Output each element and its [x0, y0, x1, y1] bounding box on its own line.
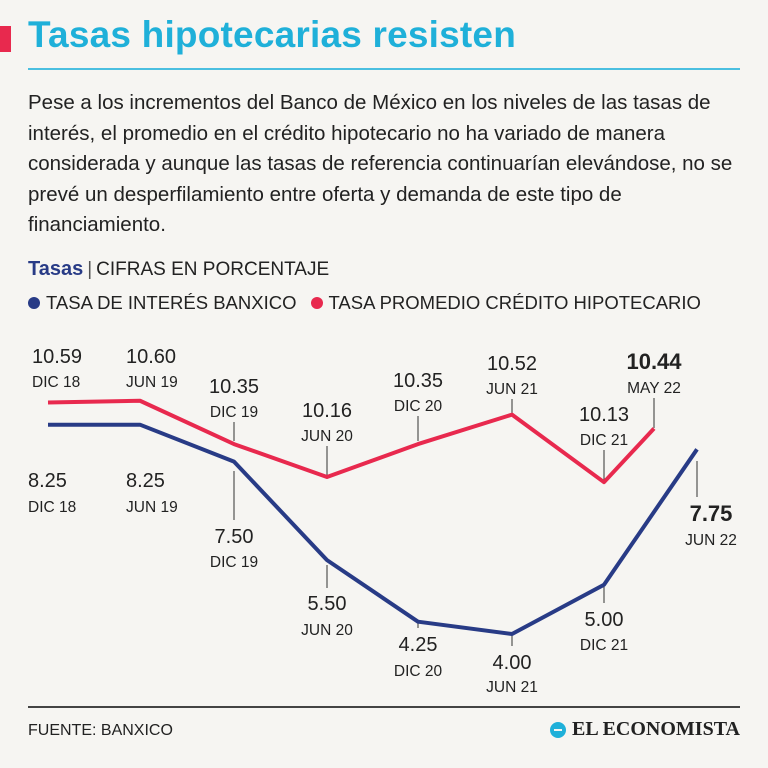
title-accent-bar [0, 26, 11, 52]
legend-dot-banxico-icon [28, 297, 40, 309]
value-label-banxico-1: 8.25 [126, 470, 165, 492]
chart-heading-unit: CIFRAS EN PORCENTAJE [96, 259, 330, 280]
value-label-banxico-2: 7.50 [215, 526, 254, 548]
legend-label-banxico: TASA DE INTERÉS BANXICO [46, 292, 297, 313]
date-label-hipotecario-2: DIC 19 [210, 404, 258, 421]
date-label-hipotecario-5: JUN 21 [486, 381, 538, 398]
value-label-hipotecario-4: 10.35 [393, 370, 443, 392]
brand-mark-icon [550, 721, 566, 738]
date-label-hipotecario-0: DIC 18 [32, 374, 80, 391]
date-label-banxico-4: DIC 20 [394, 663, 443, 680]
date-label-banxico-0: DIC 18 [28, 499, 76, 516]
legend-item-banxico: TASA DE INTERÉS BANXICO [28, 292, 297, 314]
line-hipotecario [47, 398, 656, 485]
date-label-hipotecario-3: JUN 20 [301, 428, 353, 445]
brand-name: EL ECONOMISTA [572, 718, 740, 740]
date-label-banxico-6: DIC 21 [580, 637, 628, 654]
value-label-banxico-0: 8.25 [28, 470, 67, 492]
value-label-hipotecario-5: 10.52 [487, 353, 537, 375]
value-label-hipotecario-1: 10.60 [126, 346, 176, 368]
chart-heading: Tasas | CIFRAS EN PORCENTAJE [28, 258, 329, 281]
source-note: FUENTE: BANXICO [28, 722, 173, 739]
value-label-hipotecario-2: 10.35 [209, 376, 259, 398]
legend-dot-hipotecario-icon [310, 297, 323, 309]
value-label-hipotecario-7: 10.44 [626, 349, 682, 374]
date-label-banxico-7: JUN 22 [685, 532, 737, 549]
date-label-hipotecario-4: DIC 20 [394, 398, 443, 415]
value-label-hipotecario-0: 10.59 [32, 346, 82, 368]
date-label-hipotecario-1: JUN 19 [126, 374, 178, 391]
date-label-banxico-1: JUN 19 [126, 499, 178, 516]
chart-heading-separator: | [87, 259, 93, 280]
value-label-hipotecario-6: 10.13 [579, 404, 629, 426]
intro-paragraph: Pese a los incrementos del Banco de Méxi… [28, 91, 733, 236]
value-label-banxico-7: 7.75 [690, 501, 733, 526]
value-label-banxico-3: 5.50 [308, 593, 347, 615]
value-label-banxico-6: 5.00 [585, 609, 624, 631]
legend-item-hipotecario: TASA PROMEDIO CRÉDITO HIPOTECARIO [310, 292, 701, 314]
title-divider [28, 68, 740, 70]
chart-heading-label: Tasas [28, 258, 84, 280]
legend-label-hipotecario: TASA PROMEDIO CRÉDITO HIPOTECARIO [328, 292, 701, 313]
date-label-hipotecario-7: MAY 22 [627, 380, 681, 397]
brand-logo: EL ECONOMISTA [550, 718, 740, 741]
value-label-banxico-5: 4.00 [493, 652, 532, 674]
date-label-banxico-3: JUN 20 [301, 622, 353, 639]
line-banxico [48, 422, 699, 636]
date-label-hipotecario-6: DIC 21 [580, 432, 628, 449]
chart-legend: TASA DE INTERÉS BANXICO TASA PROMEDIO CR… [28, 292, 715, 314]
value-label-hipotecario-3: 10.16 [302, 400, 352, 422]
date-label-banxico-2: DIC 19 [210, 554, 258, 571]
footer-divider [28, 706, 740, 708]
page-title: Tasas hipotecarias resisten [28, 14, 517, 55]
date-label-banxico-5: JUN 21 [486, 679, 538, 696]
value-label-banxico-4: 4.25 [399, 634, 438, 656]
